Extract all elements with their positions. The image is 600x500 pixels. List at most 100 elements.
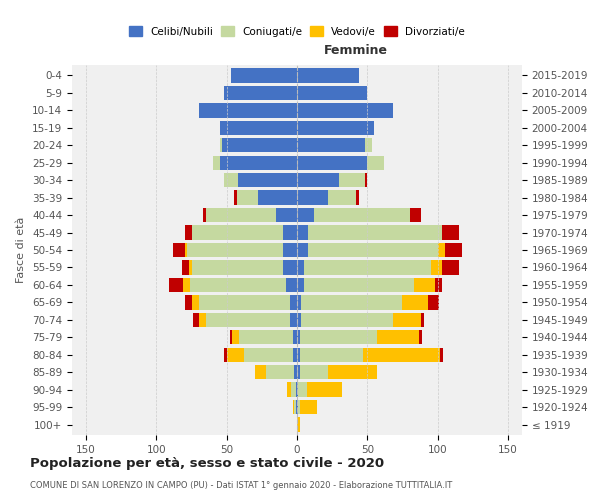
Bar bbox=[297, 86, 367, 100]
Bar bbox=[297, 400, 300, 414]
Bar bbox=[297, 400, 317, 414]
Bar bbox=[297, 330, 377, 344]
Bar bbox=[287, 382, 297, 397]
Bar bbox=[236, 190, 297, 205]
Bar bbox=[232, 330, 297, 344]
Bar bbox=[224, 86, 297, 100]
Bar bbox=[297, 173, 367, 188]
Bar bbox=[224, 173, 297, 188]
Bar bbox=[297, 68, 359, 82]
Bar bbox=[223, 138, 297, 152]
Bar bbox=[297, 348, 443, 362]
Bar bbox=[297, 278, 304, 292]
Text: Popolazione per età, sesso e stato civile - 2020: Popolazione per età, sesso e stato civil… bbox=[30, 458, 384, 470]
Bar bbox=[206, 312, 297, 327]
Bar bbox=[297, 190, 328, 205]
Bar bbox=[297, 312, 392, 327]
Bar bbox=[297, 382, 342, 397]
Bar bbox=[297, 120, 374, 135]
Bar bbox=[297, 173, 365, 188]
Bar bbox=[203, 208, 297, 222]
Bar bbox=[297, 365, 377, 380]
Bar bbox=[297, 173, 365, 188]
Bar bbox=[297, 226, 442, 239]
Bar bbox=[286, 278, 297, 292]
Bar bbox=[297, 190, 356, 205]
Bar bbox=[231, 68, 297, 82]
Bar bbox=[191, 260, 297, 274]
Bar bbox=[185, 243, 297, 257]
Bar bbox=[255, 365, 297, 380]
Bar bbox=[224, 173, 297, 188]
Bar bbox=[182, 260, 297, 274]
Bar bbox=[292, 382, 297, 397]
Bar bbox=[224, 86, 297, 100]
Bar bbox=[297, 68, 359, 82]
Bar bbox=[199, 312, 297, 327]
Bar bbox=[191, 226, 297, 239]
Bar bbox=[224, 86, 297, 100]
Bar bbox=[220, 120, 297, 135]
Bar bbox=[297, 295, 428, 310]
Bar bbox=[297, 103, 392, 118]
Bar bbox=[297, 365, 300, 380]
Bar bbox=[293, 348, 297, 362]
Bar bbox=[193, 312, 297, 327]
Bar bbox=[297, 156, 384, 170]
Bar bbox=[244, 348, 297, 362]
Bar bbox=[297, 382, 298, 397]
Bar bbox=[191, 226, 297, 239]
Text: Femmine: Femmine bbox=[323, 44, 388, 57]
Legend: Celibi/Nubili, Coniugati/e, Vedovi/e, Divorziati/e: Celibi/Nubili, Coniugati/e, Vedovi/e, Di… bbox=[125, 22, 469, 40]
Bar bbox=[297, 138, 371, 152]
Bar bbox=[183, 278, 297, 292]
Bar bbox=[231, 68, 297, 82]
Bar bbox=[293, 400, 297, 414]
Bar bbox=[297, 226, 308, 239]
Bar bbox=[236, 190, 297, 205]
Bar bbox=[297, 365, 328, 380]
Bar bbox=[297, 278, 414, 292]
Bar bbox=[297, 400, 317, 414]
Bar bbox=[297, 173, 339, 188]
Bar bbox=[293, 330, 297, 344]
Bar bbox=[206, 208, 297, 222]
Bar bbox=[297, 330, 419, 344]
Bar bbox=[297, 312, 301, 327]
Bar bbox=[297, 190, 359, 205]
Bar bbox=[297, 86, 367, 100]
Bar bbox=[297, 138, 371, 152]
Bar bbox=[212, 156, 297, 170]
Bar bbox=[297, 156, 384, 170]
Bar bbox=[173, 243, 297, 257]
Bar bbox=[220, 120, 297, 135]
Bar bbox=[297, 120, 374, 135]
Bar bbox=[266, 365, 297, 380]
Bar bbox=[297, 312, 421, 327]
Bar bbox=[297, 260, 431, 274]
Bar bbox=[169, 278, 297, 292]
Bar bbox=[297, 190, 356, 205]
Bar bbox=[224, 173, 297, 188]
Bar bbox=[297, 330, 300, 344]
Bar bbox=[238, 173, 297, 188]
Bar bbox=[297, 156, 367, 170]
Bar bbox=[191, 295, 297, 310]
Bar bbox=[290, 312, 297, 327]
Bar bbox=[199, 103, 297, 118]
Bar bbox=[220, 138, 297, 152]
Bar bbox=[294, 400, 297, 414]
Bar bbox=[297, 208, 314, 222]
Bar bbox=[297, 400, 298, 414]
Bar bbox=[212, 156, 297, 170]
Bar bbox=[297, 365, 377, 380]
Bar bbox=[220, 120, 297, 135]
Bar bbox=[297, 382, 307, 397]
Bar bbox=[297, 208, 421, 222]
Bar bbox=[296, 400, 297, 414]
Bar bbox=[187, 243, 297, 257]
Bar bbox=[297, 418, 300, 432]
Bar bbox=[220, 156, 297, 170]
Bar bbox=[297, 260, 442, 274]
Bar bbox=[297, 120, 374, 135]
